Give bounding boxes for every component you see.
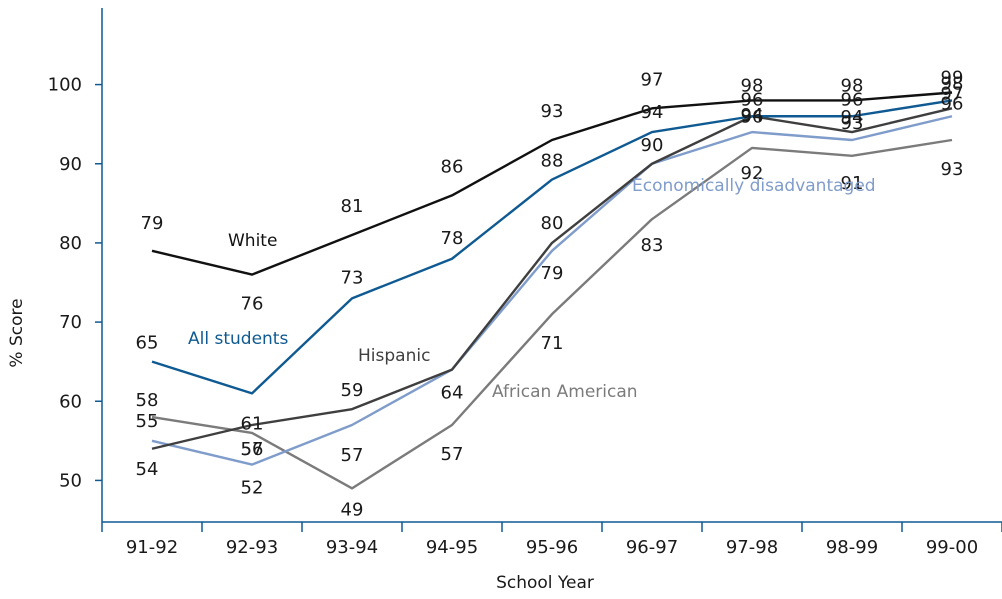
y-tick-label: 80 <box>59 233 82 254</box>
data-label: 57 <box>341 445 364 466</box>
data-label: 93 <box>541 101 564 122</box>
series-line-all-students <box>151 99 953 395</box>
data-label: 98 <box>741 75 764 96</box>
data-label: 76 <box>241 294 264 315</box>
data-label: 57 <box>441 444 464 465</box>
y-tick-label: 70 <box>59 312 82 333</box>
data-label: 94 <box>841 107 864 128</box>
x-tick-label: 95-96 <box>526 537 578 558</box>
series-name-label: African American <box>492 382 638 402</box>
data-label: 86 <box>441 156 464 177</box>
x-tick-label: 96-97 <box>626 537 678 558</box>
x-tick-label: 92-93 <box>226 537 278 558</box>
series-name-label: Economically disadvantaged <box>632 176 876 196</box>
y-tick-label: 100 <box>48 75 82 96</box>
data-label: 71 <box>541 333 564 354</box>
data-label: 99 <box>941 68 964 89</box>
data-label: 56 <box>241 439 264 460</box>
series-name-label: All students <box>188 329 288 349</box>
x-ticks: 91-92 92-93 93-94 94-95 95-96 96-97 97-98 98-99… <box>101 522 1002 558</box>
data-label: 83 <box>641 235 664 256</box>
x-axis-title: School Year <box>496 573 594 593</box>
data-label: 93 <box>841 113 864 134</box>
data-label: 91 <box>841 173 864 194</box>
x-tick-label: 93-94 <box>326 537 378 558</box>
data-label: 58 <box>136 390 159 411</box>
y-tick-label: 60 <box>59 391 82 412</box>
data-label: 96 <box>741 106 764 127</box>
data-label: 61 <box>241 413 264 434</box>
data-label: 96 <box>841 89 864 110</box>
data-label: 94 <box>741 105 764 126</box>
x-tick-label: 98-99 <box>826 537 878 558</box>
data-label: 94 <box>641 102 664 123</box>
y-tick-label: 50 <box>59 470 82 491</box>
data-label: 97 <box>641 69 664 90</box>
data-label: 97 <box>941 83 964 104</box>
y-tick-label: 90 <box>59 154 82 175</box>
data-label: 65 <box>136 333 159 354</box>
data-label: 52 <box>241 478 264 499</box>
data-label: 80 <box>541 213 564 234</box>
series-line-white <box>151 91 953 276</box>
series-name-label: Hispanic <box>358 346 430 366</box>
data-label: 98 <box>941 73 964 94</box>
data-label: 93 <box>941 159 964 180</box>
axes <box>101 8 1002 523</box>
data-label: 54 <box>136 459 159 480</box>
data-label: 79 <box>141 213 164 234</box>
data-label: 98 <box>841 75 864 96</box>
series-lines <box>151 91 953 490</box>
data-label: 92 <box>741 163 764 184</box>
y-axis-title: % Score <box>7 298 27 367</box>
series-line-economically-disadvantaged <box>151 115 953 466</box>
data-label: 96 <box>941 93 964 114</box>
data-label: 78 <box>441 228 464 249</box>
data-label: 81 <box>341 196 364 217</box>
data-label: 73 <box>341 267 364 288</box>
x-tick-label: 91-92 <box>126 537 178 558</box>
data-label: 96 <box>741 89 764 110</box>
data-label: 49 <box>341 499 364 520</box>
x-tick-label: 97-98 <box>726 537 778 558</box>
data-label: 55 <box>136 411 159 432</box>
x-tick-label: 94-95 <box>426 537 478 558</box>
series-line-hispanic <box>151 107 953 450</box>
series-labels: White All students Hispanic Economically di… <box>188 176 876 402</box>
data-label: 59 <box>341 380 364 401</box>
series-name-label: White <box>228 231 277 251</box>
data-label: 79 <box>541 263 564 284</box>
y-ticks: 50 60 70 80 90 100 <box>48 75 102 491</box>
data-label: 90 <box>641 135 664 156</box>
data-label: 57 <box>241 439 264 460</box>
data-label: 64 <box>441 383 464 404</box>
data-label: 88 <box>541 151 564 172</box>
x-tick-label: 99-00 <box>926 537 978 558</box>
